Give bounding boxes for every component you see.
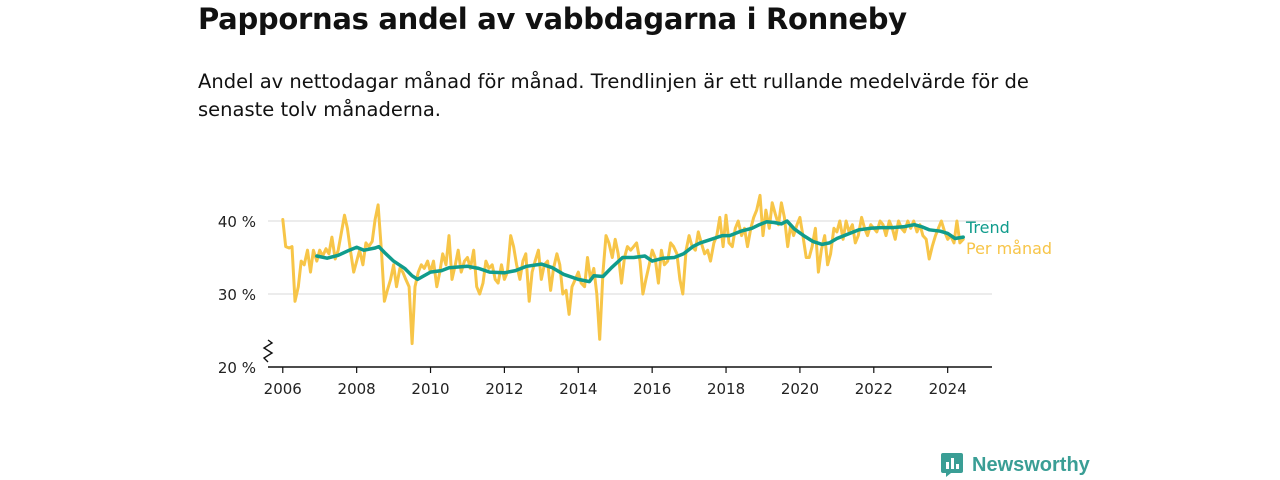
x-tick-label: 2010 — [411, 380, 449, 398]
brand-name: Newsworthy — [972, 453, 1090, 476]
x-tick-label: 2016 — [633, 380, 671, 398]
series-label-trend: Trend — [965, 218, 1010, 237]
x-tick-label: 2012 — [485, 380, 523, 398]
x-tick-label: 2022 — [855, 380, 893, 398]
series-label-per-manad: Per månad — [966, 239, 1052, 258]
x-tick-label: 2006 — [264, 380, 302, 398]
series-line-trend — [315, 219, 965, 284]
series-line-per-manad — [281, 193, 965, 346]
y-tick-label: 40 % — [218, 213, 256, 231]
x-tick-label: 2018 — [707, 380, 745, 398]
y-tick-label: 20 % — [218, 359, 256, 377]
chart-title: Pappornas andel av vabbdagarna i Ronneby — [198, 2, 907, 36]
chart-subtitle: Andel av nettodagar månad för månad. Tre… — [198, 70, 1029, 121]
x-tick-label: 2024 — [929, 380, 967, 398]
x-tick-label: 2008 — [338, 380, 376, 398]
newsworthy-logo-icon — [941, 453, 963, 477]
newsworthy-brand[interactable]: Newsworthy — [940, 452, 1090, 478]
y-tick-label: 30 % — [218, 286, 256, 304]
x-tick-label: 2020 — [781, 380, 819, 398]
axis-break-icon — [262, 339, 274, 363]
x-tick-label: 2014 — [559, 380, 597, 398]
